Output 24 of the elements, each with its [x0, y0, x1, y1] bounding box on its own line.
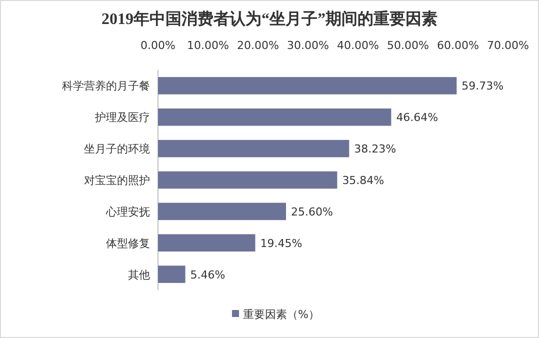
x-tick-label: 10.00% [187, 39, 229, 52]
data-label: 38.23% [354, 142, 396, 156]
y-tick-label: 对宝宝的照护 [84, 174, 150, 187]
y-tick-label: 坐月子的环境 [84, 142, 150, 156]
data-label: 59.73% [462, 80, 504, 93]
y-tick-label: 体型修复 [106, 236, 150, 250]
legend: 重要因素（%） [232, 308, 320, 321]
x-tick-label: 60.00% [437, 39, 479, 52]
x-tick-label: 30.00% [287, 39, 329, 52]
data-label: 25.60% [291, 205, 333, 218]
data-label: 19.45% [260, 236, 302, 250]
x-tick-label: 70.00% [487, 39, 529, 52]
x-tick-label: 50.00% [387, 39, 429, 52]
x-tick-label: 0.00% [140, 39, 176, 52]
data-label: 5.46% [190, 268, 226, 282]
y-tick-label: 科学营养的月子餐 [62, 80, 150, 93]
y-tick-label: 心理安抚 [105, 205, 150, 218]
x-tick-label: 20.00% [237, 39, 279, 52]
y-tick-label: 护理及医疗 [94, 111, 150, 124]
data-label: 46.64% [396, 111, 438, 124]
data-label: 35.84% [342, 174, 384, 187]
x-tick-label: 40.00% [337, 39, 379, 52]
title: 2019年中国消费者认为“坐月子”期间的重要因素 [102, 11, 438, 28]
y-tick-label: 其他 [128, 268, 150, 282]
